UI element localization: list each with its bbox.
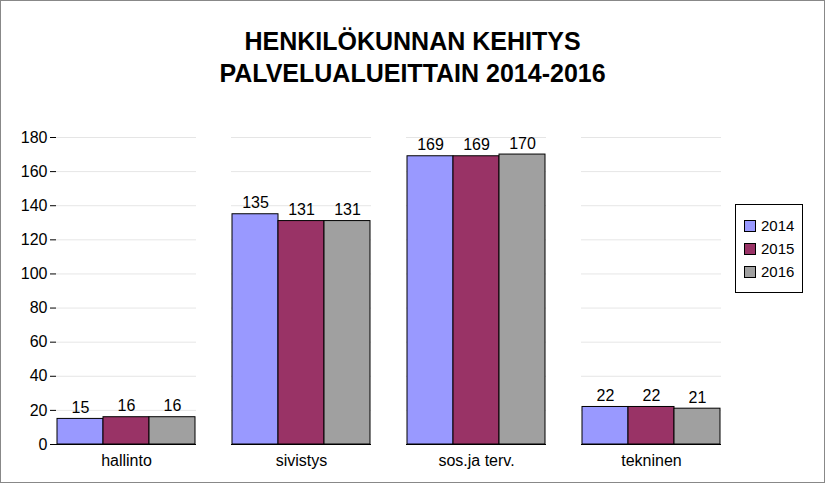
svg-text:16: 16 [164, 397, 182, 414]
svg-text:120: 120 [21, 231, 48, 248]
svg-text:22: 22 [643, 387, 661, 404]
svg-text:160: 160 [21, 163, 48, 180]
svg-text:hallinto: hallinto [101, 452, 152, 469]
svg-text:tekninen: tekninen [621, 452, 682, 469]
svg-text:80: 80 [30, 299, 48, 316]
html-text:2014: 2014 [761, 217, 795, 234]
svg-text:20: 20 [30, 402, 48, 419]
svg-text:sos.ja terv.: sos.ja terv. [438, 452, 514, 469]
svg-text:21: 21 [689, 389, 707, 406]
svg-text:0: 0 [39, 436, 48, 453]
svg-text:169: 169 [417, 136, 444, 153]
svg-text:180: 180 [21, 129, 48, 146]
svg-text:15: 15 [72, 399, 90, 416]
svg-text:100: 100 [21, 265, 48, 282]
svg-text:131: 131 [334, 201, 361, 218]
html-text:2015: 2015 [761, 240, 795, 257]
svg-text:135: 135 [242, 194, 269, 211]
svg-text:170: 170 [509, 135, 536, 152]
svg-text:40: 40 [30, 367, 48, 384]
svg-text:140: 140 [21, 197, 48, 214]
html-text:2016: 2016 [761, 263, 795, 280]
svg-text:169: 169 [463, 136, 490, 153]
svg-text:16: 16 [118, 397, 136, 414]
svg-text:sivistys: sivistys [276, 452, 328, 469]
svg-text:60: 60 [30, 333, 48, 350]
svg-text:22: 22 [597, 387, 615, 404]
svg-text:131: 131 [288, 201, 315, 218]
html-text:HENKILÖKUNNAN KEHITYS PALVELUA: HENKILÖKUNNAN KEHITYS PALVELUALUEITTAIN … [219, 27, 606, 87]
